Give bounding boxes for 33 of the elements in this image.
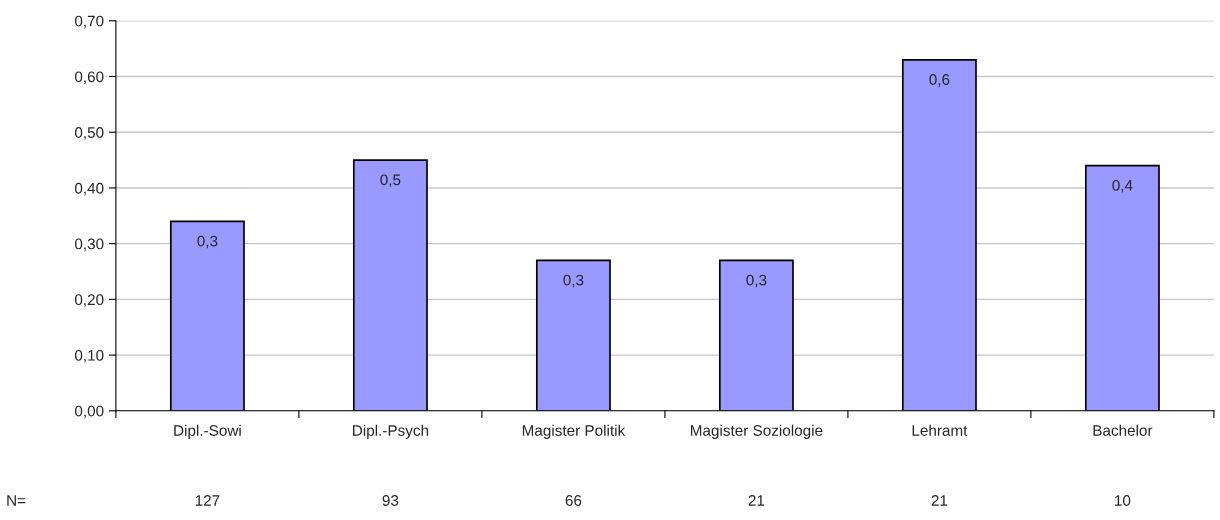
y-tick-label: 0,00 (74, 405, 104, 419)
data-label: 0,3 (746, 274, 767, 288)
bar (535, 259, 611, 411)
bar (352, 159, 428, 411)
y-tick-label: 0,20 (74, 294, 104, 307)
text: 93 (382, 495, 399, 506)
x-tick-label: Lehramt (912, 424, 968, 436)
data-label: 0,6 (929, 74, 950, 87)
data-label: 0,5 (380, 174, 401, 187)
text: 21 (931, 495, 948, 506)
data-label: 0,3 (197, 235, 218, 249)
text: 127 (195, 495, 220, 506)
data-label: 0,4 (1112, 179, 1133, 193)
text: 66 (565, 495, 582, 506)
bar (1084, 164, 1160, 411)
y-tick-label: 0,40 (74, 182, 104, 196)
x-tick-label: Bachelor (1093, 424, 1153, 436)
data-label: 0,3 (563, 274, 584, 288)
x-tick-label: Magister Soziologie (691, 424, 823, 439)
y-tick-label: 0,70 (74, 15, 104, 29)
y-tick-label: 0,60 (74, 71, 104, 85)
x-tick-label: Dipl.-Psych (353, 424, 429, 439)
x-tick-label: Magister Politik (522, 424, 626, 439)
text: 21 (748, 495, 765, 506)
y-tick-label: 0,50 (74, 127, 104, 140)
bar (901, 58, 977, 411)
y-tick-label: 0,10 (74, 349, 104, 363)
bar (169, 220, 245, 411)
text: N= (7, 495, 26, 506)
text: 10 (1115, 495, 1131, 506)
x-tick-label: Dipl.-Sowi (174, 424, 241, 439)
bar (718, 259, 794, 411)
y-tick-label: 0,30 (74, 238, 104, 252)
